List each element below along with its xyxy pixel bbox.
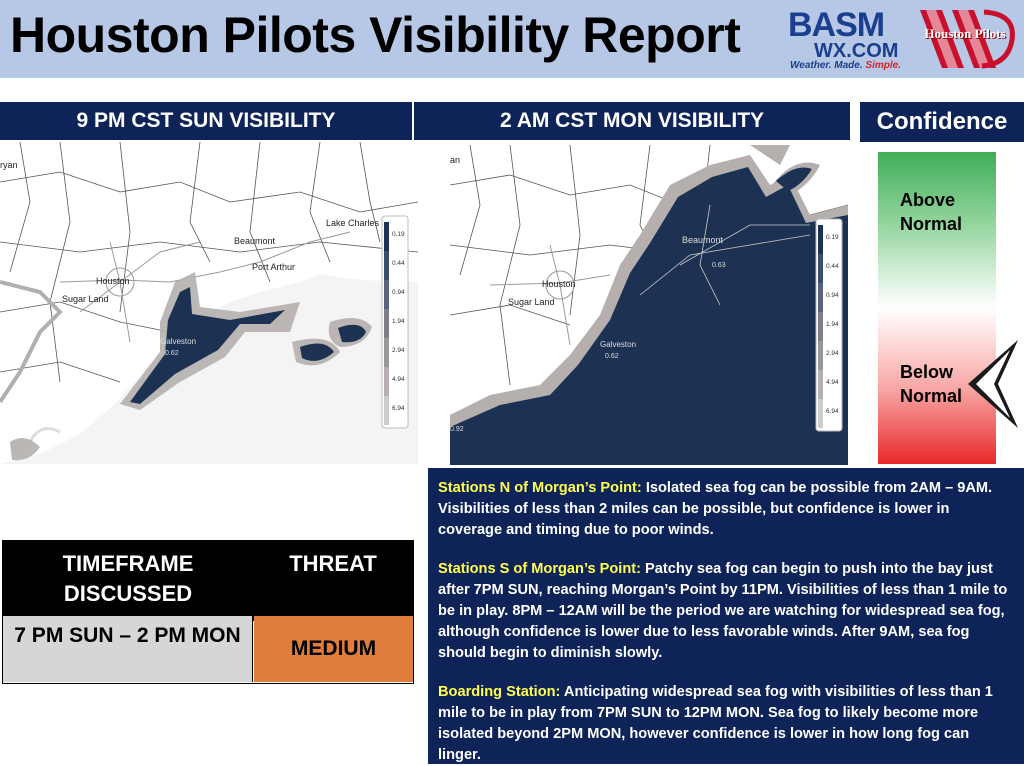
legend-swatch [818, 312, 823, 341]
label-edge-value: 0.92 [450, 426, 464, 433]
note-north-heading: Stations N of Morgan’s Point: [438, 480, 642, 496]
legend-2am: 0.19 0.44 0.94 1.94 2.94 4.94 6.94 [818, 225, 839, 428]
legend-value: 0.94 [392, 289, 405, 296]
station-notes: Stations N of Morgan’s Point: Isolated s… [428, 468, 1024, 764]
legend-value: 2.94 [826, 350, 839, 357]
map-9pm-title: 9 PM CST SUN VISIBILITY [0, 102, 412, 140]
confidence-title: Confidence [860, 102, 1024, 142]
threat-table: TIMEFRAME DISCUSSED THREAT 7 PM SUN – 2 … [2, 540, 414, 684]
label-galveston-value: 0.62 [165, 350, 179, 357]
threat-header: THREAT [253, 541, 413, 621]
note-south-body: Patchy sea fog can begin to push into th… [438, 561, 1008, 661]
note-boarding: Boarding Station: Anticipating widesprea… [438, 682, 1016, 766]
basm-logo-tagline: Weather. Made. Simple. [790, 60, 901, 71]
legend-swatch [818, 370, 823, 399]
threat-level-cell: MEDIUM [254, 616, 413, 682]
label-galveston-value-2am: 0.62 [605, 353, 619, 360]
legend-value: 0.19 [826, 234, 839, 241]
legend-value: 1.94 [826, 321, 839, 328]
legend-swatch [818, 283, 823, 312]
timeframe-cell: 7 PM SUN – 2 PM MON [3, 616, 253, 682]
note-boarding-heading: Boarding Station: [438, 684, 561, 700]
visibility-map-9pm: Lake Charles Beaumont Port Arthur Housto… [0, 142, 418, 464]
legend-value: 0.19 [392, 231, 405, 238]
basm-logo-main: BASM [788, 6, 885, 44]
label-galveston-2am: Galveston [600, 340, 636, 349]
legend-value: 0.44 [826, 263, 839, 270]
houston-pilots-emblem [920, 9, 1015, 69]
legend-swatch [384, 309, 389, 338]
note-south: Stations S of Morgan’s Point: Patchy sea… [438, 559, 1016, 664]
legend-swatch [384, 396, 389, 425]
legend-value: 4.94 [392, 376, 405, 383]
timeframe-header: TIMEFRAME DISCUSSED [3, 541, 253, 621]
label-sugar-land-2am: Sugar Land [508, 297, 555, 307]
map-2am-graphic: Beaumont 0.63 Houston Sugar Land Galvest… [450, 145, 848, 465]
label-lake-charles: Lake Charles [326, 218, 380, 228]
note-north: Stations N of Morgan’s Point: Isolated s… [438, 478, 1016, 541]
legend-value: 1.94 [392, 318, 405, 325]
label-galveston: Galveston [160, 337, 196, 346]
map-9pm-graphic: Lake Charles Beaumont Port Arthur Housto… [0, 142, 418, 464]
legend-swatch [818, 254, 823, 283]
confidence-below-label: Below Normal [900, 362, 963, 406]
houston-pilots-logo-text: Houston Pilots [924, 26, 1006, 41]
legend-value: 6.94 [826, 408, 839, 415]
label-bryan-2am: an [450, 155, 460, 165]
basm-logo: BASM WX.COM Weather. Made. Simple. [786, 6, 908, 72]
visibility-map-2am: Beaumont 0.63 Houston Sugar Land Galvest… [450, 145, 848, 465]
label-sugar-land: Sugar Land [62, 294, 109, 304]
confidence-above-label: Above Normal [900, 190, 963, 234]
legend-value: 2.94 [392, 347, 405, 354]
legend-swatch [818, 225, 823, 254]
note-south-heading: Stations S of Morgan’s Point: [438, 561, 641, 577]
houston-pilots-logo: Houston Pilots [912, 4, 1018, 74]
legend-value: 4.94 [826, 379, 839, 386]
legend-swatch [818, 341, 823, 370]
label-bryan: ryan [0, 160, 18, 170]
legend-9pm: 0.19 0.44 0.94 1.94 2.94 4.94 6.94 [384, 222, 405, 425]
legend-swatch [384, 251, 389, 280]
label-beaumont-2am: Beaumont [682, 235, 724, 245]
note-north-body: Isolated sea fog can be possible from 2A… [438, 480, 993, 538]
legend-swatch [818, 399, 823, 428]
legend-value: 0.94 [826, 292, 839, 299]
label-houston: Houston [96, 276, 130, 286]
label-houston-2am: Houston [542, 279, 576, 289]
confidence-pointer-icon [968, 340, 1018, 428]
legend-swatch [384, 367, 389, 396]
legend-swatch [384, 338, 389, 367]
confidence-scale [878, 152, 996, 464]
label-beaumont-value: 0.63 [712, 262, 726, 269]
basm-logo-site: WX.COM [814, 40, 899, 62]
legend-value: 6.94 [392, 405, 405, 412]
map-2am-title: 2 AM CST MON VISIBILITY [414, 102, 850, 140]
page-title: Houston Pilots Visibility Report [10, 7, 741, 63]
legend-swatch [384, 222, 389, 251]
note-boarding-body: Anticipating widespread sea fog with vis… [438, 684, 993, 763]
label-port-arthur: Port Arthur [252, 262, 295, 272]
label-beaumont: Beaumont [234, 236, 276, 246]
legend-swatch [384, 280, 389, 309]
legend-value: 0.44 [392, 260, 405, 267]
header-bar [0, 0, 1024, 78]
